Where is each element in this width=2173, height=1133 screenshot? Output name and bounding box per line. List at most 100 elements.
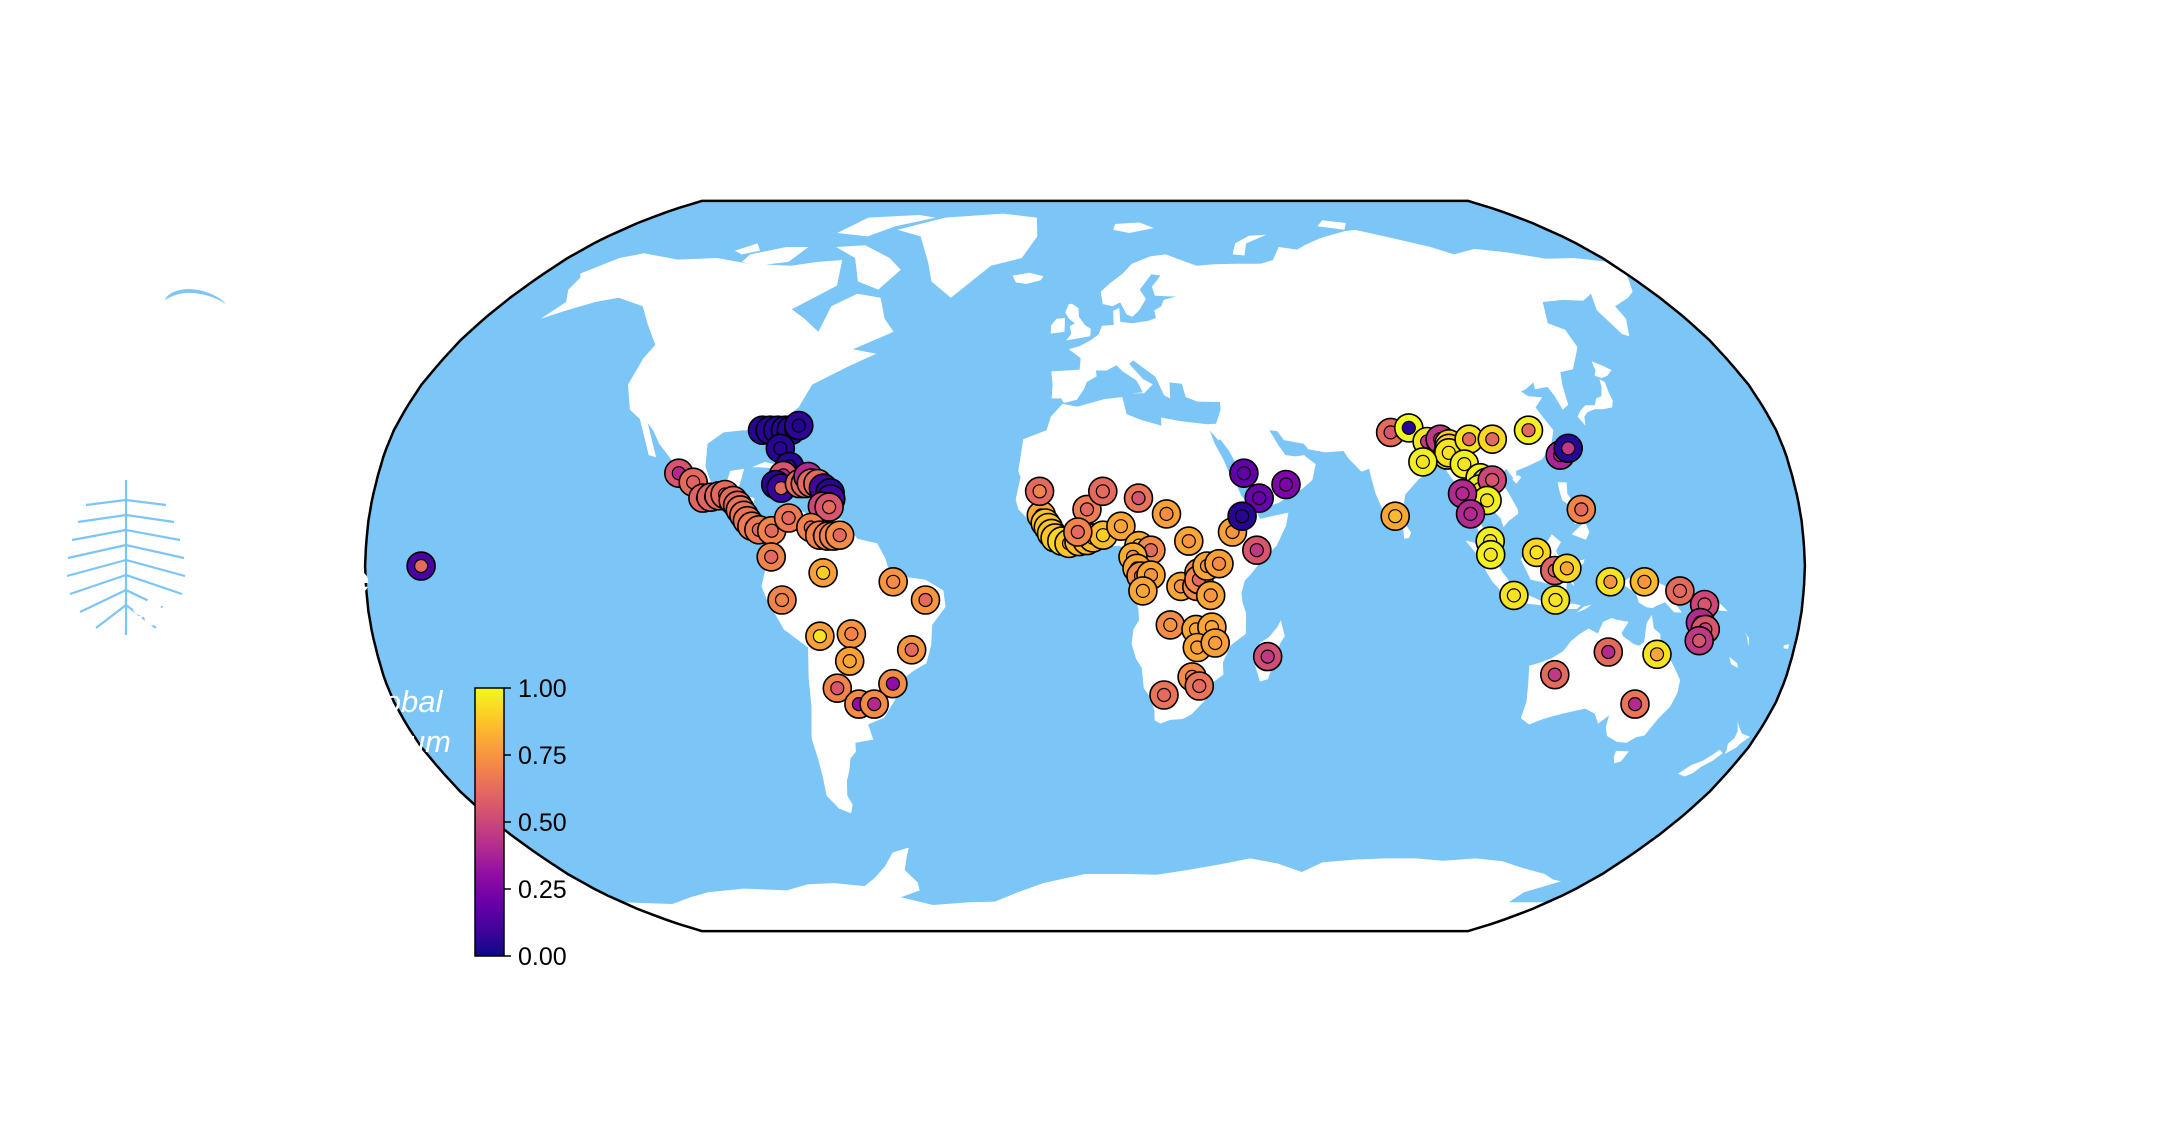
landmass-svalbard bbox=[1113, 222, 1154, 233]
site-marker bbox=[773, 503, 804, 533]
fruit-dot bbox=[1203, 588, 1218, 603]
fruit-dot bbox=[1479, 493, 1495, 508]
site-marker bbox=[1149, 680, 1179, 710]
site-marker bbox=[822, 673, 853, 704]
fruit-dot bbox=[1457, 457, 1472, 472]
colorbar-tick-label: 0.75 bbox=[518, 742, 567, 770]
site-marker bbox=[1684, 625, 1714, 656]
ocean-background bbox=[365, 200, 1805, 932]
fruit-dot bbox=[1601, 644, 1616, 660]
fruit-dot bbox=[1692, 633, 1707, 648]
fruit-dot bbox=[764, 523, 779, 538]
landmass-severnaya bbox=[1317, 220, 1346, 230]
colorbar-tick-label: 1.00 bbox=[518, 675, 567, 703]
landmass-hainan bbox=[1512, 475, 1522, 484]
fruit-dot bbox=[918, 592, 933, 608]
legend-max-label: Scaled global maximum bbox=[256, 684, 451, 759]
site-marker bbox=[878, 668, 908, 699]
site-marker bbox=[1380, 501, 1410, 532]
landmass-fiji bbox=[1783, 644, 1790, 649]
site-marker bbox=[1151, 499, 1182, 529]
fruit-dot bbox=[885, 676, 901, 691]
colorbar-legend: 1.00 0.75 0.50 0.25 0.00 Scaled global maxim… bbox=[256, 675, 566, 971]
fruit-dot bbox=[867, 696, 882, 712]
site-marker bbox=[1128, 576, 1158, 606]
fruit-dot bbox=[815, 565, 831, 580]
site-marker bbox=[1499, 580, 1529, 611]
site-marker bbox=[1106, 511, 1136, 542]
site-marker bbox=[1271, 469, 1301, 500]
fruit-dot bbox=[812, 629, 828, 644]
site-marker bbox=[1408, 447, 1438, 477]
fruit-dot bbox=[1559, 561, 1575, 576]
gape-size-label: Gape size bbox=[207, 359, 380, 400]
colorbar-tick-label: 0.00 bbox=[518, 943, 567, 971]
site-marker bbox=[1455, 499, 1486, 529]
fruit-dot bbox=[1156, 687, 1172, 703]
site-marker bbox=[1024, 476, 1055, 507]
fruit-dot bbox=[1548, 592, 1563, 608]
fruit-dot bbox=[774, 592, 790, 608]
site-marker bbox=[878, 566, 909, 597]
fruit-dot bbox=[1234, 509, 1250, 524]
palm-frond-icon bbox=[63, 474, 189, 685]
site-marker bbox=[808, 557, 838, 588]
landmass-mindanao bbox=[1571, 521, 1590, 540]
site-marker bbox=[1566, 494, 1597, 525]
fruit-dot bbox=[773, 441, 788, 456]
fruit-dot bbox=[1455, 486, 1470, 501]
landmass-britain bbox=[1065, 303, 1091, 341]
fruit-dot bbox=[1401, 420, 1416, 435]
fruit-dot bbox=[1211, 556, 1227, 571]
fruit-size-label: Fruit size bbox=[207, 559, 369, 600]
fruit-dot bbox=[1415, 454, 1431, 469]
fruit-dot bbox=[1070, 524, 1085, 540]
fruit-dot bbox=[414, 558, 429, 574]
landmass-antarctica bbox=[622, 847, 1562, 932]
fruit-dot bbox=[1463, 506, 1478, 522]
landmass-vanuatu bbox=[1744, 631, 1750, 647]
landmass-ellesmere bbox=[837, 215, 936, 237]
site-marker bbox=[1155, 610, 1186, 640]
site-marker bbox=[1595, 566, 1626, 597]
landmass-baffin bbox=[836, 245, 901, 290]
landmass-ireland bbox=[1050, 318, 1065, 334]
fruit-dot bbox=[1095, 484, 1110, 499]
landmass-novaya-zemlya bbox=[1232, 234, 1267, 256]
fruit-dot bbox=[1672, 583, 1688, 599]
site-marker bbox=[1195, 580, 1226, 611]
fruit-dot bbox=[1603, 574, 1618, 589]
landmass-iceland bbox=[1012, 272, 1044, 284]
site-marker bbox=[1088, 476, 1118, 507]
fruit-dot bbox=[1388, 509, 1403, 524]
legend-min-label: Scaled global minimum bbox=[256, 892, 451, 963]
fruit-dot bbox=[1135, 583, 1151, 599]
fruit-dot bbox=[791, 418, 806, 433]
colorbar-gradient bbox=[474, 687, 505, 957]
site-marker bbox=[834, 646, 865, 676]
fruit-dot bbox=[1249, 543, 1264, 558]
site-marker bbox=[406, 551, 436, 581]
site-marker bbox=[1513, 415, 1544, 446]
fruit-dot bbox=[1637, 574, 1652, 589]
fruit-dot bbox=[1032, 484, 1047, 499]
fruit-dot bbox=[1529, 545, 1544, 560]
landmass-africa-eurasia bbox=[1015, 229, 1633, 724]
site-marker bbox=[859, 689, 890, 719]
landmass-victoria bbox=[742, 247, 809, 266]
diverging-arrows-icon bbox=[276, 425, 373, 545]
fruit-dot bbox=[844, 626, 859, 642]
site-marker bbox=[1174, 526, 1204, 556]
sites bbox=[406, 410, 1721, 719]
site-marker bbox=[1252, 641, 1283, 672]
fruit-dot bbox=[1547, 667, 1562, 682]
site-marker bbox=[1477, 424, 1508, 455]
site-marker bbox=[910, 585, 941, 615]
site-marker bbox=[1620, 689, 1650, 719]
site-marker bbox=[1475, 539, 1506, 570]
landmass-nz-north bbox=[1724, 721, 1750, 754]
site-marker bbox=[1553, 433, 1583, 464]
fruit-dot bbox=[904, 642, 919, 657]
site-marker bbox=[767, 585, 797, 615]
site-marker bbox=[1244, 483, 1274, 513]
